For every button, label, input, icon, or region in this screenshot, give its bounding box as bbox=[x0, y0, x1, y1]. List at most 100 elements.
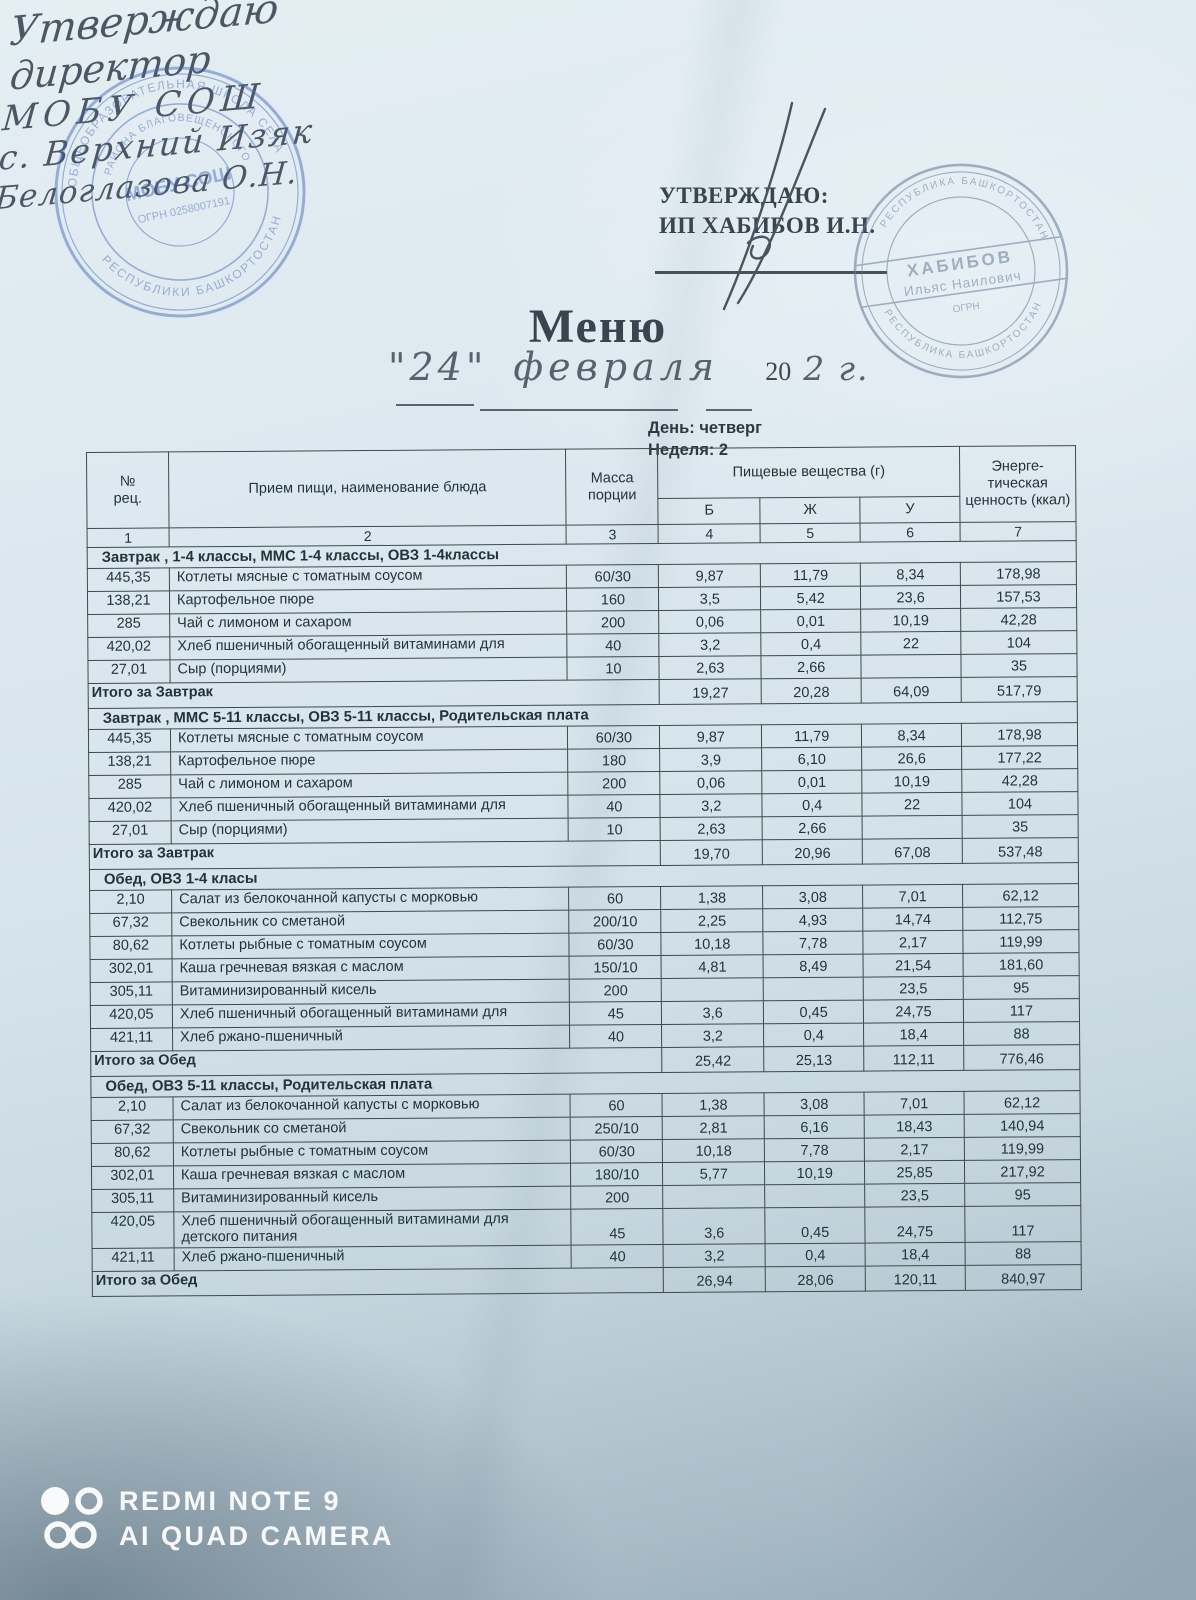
nutrient-value: 0,4 bbox=[763, 1023, 864, 1047]
nutrient-value: 1,38 bbox=[660, 885, 763, 910]
recipe-number: 420,05 bbox=[90, 1005, 173, 1029]
nutrient-value: 11,79 bbox=[760, 563, 861, 587]
nutrient-value: 200 bbox=[569, 978, 662, 1003]
date-year-mark: г. bbox=[838, 349, 870, 388]
nutrient-value: 40 bbox=[571, 1244, 664, 1268]
nutrient-value: 22 bbox=[862, 792, 963, 817]
nutrient-value: 0,4 bbox=[761, 632, 862, 656]
nutrient-value: 2,25 bbox=[661, 908, 764, 933]
nutrient-value: 2,81 bbox=[662, 1115, 765, 1140]
col-index: 4 bbox=[658, 523, 761, 544]
header-dish: Прием пищи, наименование блюда bbox=[168, 449, 567, 528]
nutrient-value: 9,87 bbox=[659, 724, 762, 749]
nutrient-value: 2,63 bbox=[659, 655, 762, 680]
dish-name: Хлеб ржано-пшеничный bbox=[173, 1244, 572, 1271]
nutrient-value: 23,5 bbox=[864, 1183, 965, 1208]
approval-line-2: ИП ХАБИБОВ И.Н. bbox=[659, 213, 876, 239]
nutrient-value: 7,01 bbox=[862, 884, 963, 909]
nutrient-value: 119,99 bbox=[962, 929, 1080, 954]
recipe-number: 285 bbox=[88, 775, 171, 799]
date-underline bbox=[480, 409, 678, 411]
nutrient-value: 26,6 bbox=[861, 746, 962, 771]
nutrient-value: 177,22 bbox=[961, 745, 1078, 770]
nutrient-value: 2,17 bbox=[864, 1137, 965, 1162]
nutrient-value: 60 bbox=[569, 886, 662, 911]
header-fat: Ж bbox=[760, 497, 861, 524]
nutrient-value: 0,01 bbox=[761, 770, 863, 794]
nutrient-value: 2,66 bbox=[762, 816, 863, 840]
nutrient-value bbox=[764, 1184, 865, 1208]
nutrient-value: 95 bbox=[963, 975, 1080, 1000]
entrepreneur-round-stamp: РЕСПУБЛИКА БАШКОРТОСТАН РЕСПУБЛИКА БАШКО… bbox=[853, 163, 1069, 379]
nutrient-value: 200/10 bbox=[569, 909, 662, 934]
nutrient-value: 5,42 bbox=[760, 586, 861, 610]
total-value: 20,96 bbox=[762, 839, 863, 865]
nutrient-value: 0,06 bbox=[660, 770, 763, 795]
dish-name: Витаминизированный кисель bbox=[172, 979, 570, 1006]
nutrient-value: 5,77 bbox=[662, 1161, 765, 1186]
nutrient-value: 10,19 bbox=[860, 608, 961, 633]
stamp-ring-text: РЕСПУБЛИКА БАШКОРТОСТАН bbox=[878, 165, 1057, 253]
recipe-number: 80,62 bbox=[89, 936, 172, 960]
header-portion-mass: Масса порции bbox=[565, 448, 659, 526]
date-year-printed: 20 bbox=[765, 357, 792, 386]
menu-table-header: № рец. Прием пищи, наименование блюда Ма… bbox=[86, 445, 1077, 548]
nutrient-value: 157,53 bbox=[960, 584, 1077, 609]
nutrient-value: 0,45 bbox=[765, 1207, 866, 1244]
nutrient-value: 62,12 bbox=[964, 1090, 1081, 1115]
nutrient-value: 1,38 bbox=[662, 1092, 765, 1117]
date-year-written: 2 bbox=[803, 349, 827, 388]
total-value: 840,97 bbox=[965, 1264, 1082, 1290]
dish-name: Сыр (порциями) bbox=[169, 657, 568, 684]
nutrient-value: 160 bbox=[566, 587, 659, 612]
recipe-number: 80,62 bbox=[91, 1143, 174, 1167]
nutrient-value: 140,94 bbox=[964, 1113, 1081, 1138]
camera-watermark: REDMI NOTE 9 AI QUAD CAMERA bbox=[119, 1484, 394, 1553]
dish-name: Каша гречневая вязкая с маслом bbox=[173, 1163, 572, 1190]
stamp-ogrn-text: ОГРН bbox=[952, 301, 980, 316]
total-value: 67,08 bbox=[862, 838, 963, 865]
recipe-number: 2,10 bbox=[91, 1097, 174, 1121]
date-underline bbox=[396, 404, 474, 406]
dish-name: Хлеб пшеничный обогащенный витаминами дл… bbox=[173, 1209, 572, 1248]
dish-name: Свекольник со сметаной bbox=[173, 1117, 571, 1144]
nutrient-value: 0,06 bbox=[658, 609, 762, 634]
total-value: 20,28 bbox=[761, 678, 862, 704]
date-underline bbox=[706, 409, 752, 411]
nutrient-value: 14,74 bbox=[862, 907, 963, 932]
nutrient-value: 250/10 bbox=[570, 1116, 663, 1141]
svg-text:РЕСПУБЛИКА БАШКОРТОСТАН: РЕСПУБЛИКА БАШКОРТОСТАН bbox=[878, 165, 1057, 253]
dish-name: Картофельное пюре bbox=[170, 749, 569, 776]
nutrient-value bbox=[661, 977, 764, 1002]
recipe-number: 305,11 bbox=[90, 982, 173, 1006]
nutrient-value: 25,85 bbox=[864, 1160, 965, 1185]
nutrient-value: 40 bbox=[569, 1024, 663, 1049]
nutrient-value: 3,2 bbox=[659, 632, 762, 657]
date-month: февраля bbox=[513, 345, 720, 389]
total-value: 120,11 bbox=[865, 1264, 966, 1291]
date-day: "24" bbox=[388, 345, 488, 389]
nutrient-value: 7,78 bbox=[764, 1138, 865, 1162]
nutrient-value: 200 bbox=[571, 1185, 664, 1210]
total-value: 112,11 bbox=[863, 1045, 964, 1072]
nutrient-value: 112,75 bbox=[962, 906, 1079, 931]
page-title: Меню bbox=[528, 300, 668, 353]
header-energy: Энерге- тическая ценность (ккал) bbox=[959, 445, 1077, 523]
nutrient-value: 8,34 bbox=[861, 723, 962, 748]
nutrient-value bbox=[862, 815, 963, 840]
total-value: 19,70 bbox=[660, 839, 763, 866]
watermark-camera: AI QUAD CAMERA bbox=[119, 1520, 394, 1551]
recipe-number: 445,35 bbox=[88, 729, 171, 753]
total-value: 537,48 bbox=[962, 837, 1079, 864]
school-round-stamp: ОБЩЕОБРАЗОВАТЕЛЬНАЯ ШКОЛА СЕЛА РЕСПУБЛИК… bbox=[47, 56, 306, 318]
nutrient-value: 3,2 bbox=[661, 1023, 764, 1048]
nutrient-value: 180 bbox=[568, 748, 661, 773]
nutrient-value: 24,75 bbox=[864, 1206, 966, 1243]
nutrient-value: 8,34 bbox=[860, 562, 961, 587]
nutrient-value: 42,28 bbox=[960, 607, 1077, 632]
nutrient-value: 4,81 bbox=[661, 954, 764, 979]
dish-name: Салат из белокочанной капусты с морковью bbox=[172, 1094, 571, 1121]
nutrient-value: 45 bbox=[569, 1001, 662, 1026]
nutrient-value: 181,60 bbox=[963, 952, 1080, 977]
nutrient-value: 40 bbox=[568, 794, 661, 819]
